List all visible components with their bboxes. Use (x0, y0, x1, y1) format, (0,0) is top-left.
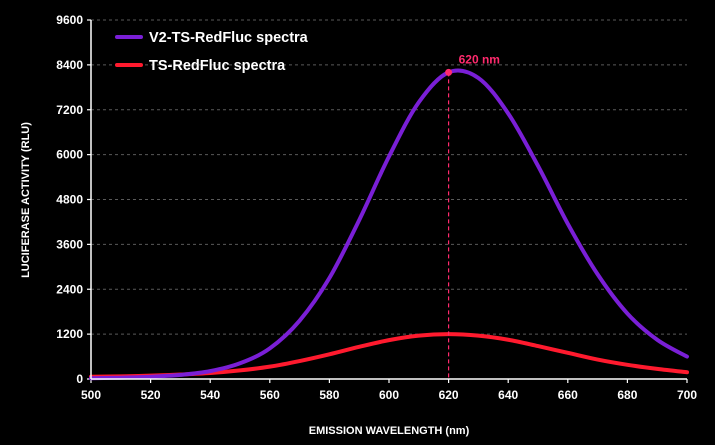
legend: V2-TS-RedFluc spectra TS-RedFluc spectra (115, 30, 309, 74)
series-line (89, 332, 689, 379)
y-tick-label: 2400 (56, 282, 83, 296)
axes (90, 20, 687, 380)
x-tick-label: 580 (319, 388, 339, 402)
y-axis-title: LUCIFERASE ACTIVITY (RLU) (20, 122, 32, 278)
y-tick-label: 6000 (56, 148, 83, 162)
x-tick-label: 680 (617, 388, 637, 402)
y-tick-label: 8400 (56, 58, 83, 72)
x-tick-label: 540 (200, 388, 220, 402)
legend-label: V2-TS-RedFluc spectra (149, 30, 309, 46)
x-axis-ticks: 500 520 540 560 580 600 620 640 660 680 700 (81, 379, 697, 402)
y-tick-label: 4800 (56, 193, 83, 207)
y-tick-label: 0 (76, 372, 83, 386)
y-tick-label: 7200 (56, 103, 83, 117)
x-tick-label: 640 (498, 388, 518, 402)
x-tick-label: 600 (379, 388, 399, 402)
series-line (89, 68, 689, 381)
peak-annotation: 620 nm (445, 52, 500, 379)
y-tick-label: 9600 (56, 13, 83, 27)
peak-marker-dot (445, 68, 453, 76)
legend-label: TS-RedFluc spectra (149, 58, 286, 74)
y-tick-label: 3600 (56, 237, 83, 251)
x-tick-label: 520 (141, 388, 161, 402)
y-axis-ticks: 0 1200 2400 3600 4800 6000 7200 8400 9600 (56, 13, 91, 386)
peak-label: 620 nm (459, 52, 500, 66)
x-tick-label: 660 (558, 388, 578, 402)
x-tick-label: 620 (439, 388, 459, 402)
x-axis-title: EMISSION WAVELENGTH (nm) (309, 425, 470, 437)
x-tick-label: 700 (677, 388, 697, 402)
y-tick-label: 1200 (56, 327, 83, 341)
x-tick-label: 500 (81, 388, 101, 402)
x-tick-label: 560 (260, 388, 280, 402)
data-series (89, 68, 689, 381)
